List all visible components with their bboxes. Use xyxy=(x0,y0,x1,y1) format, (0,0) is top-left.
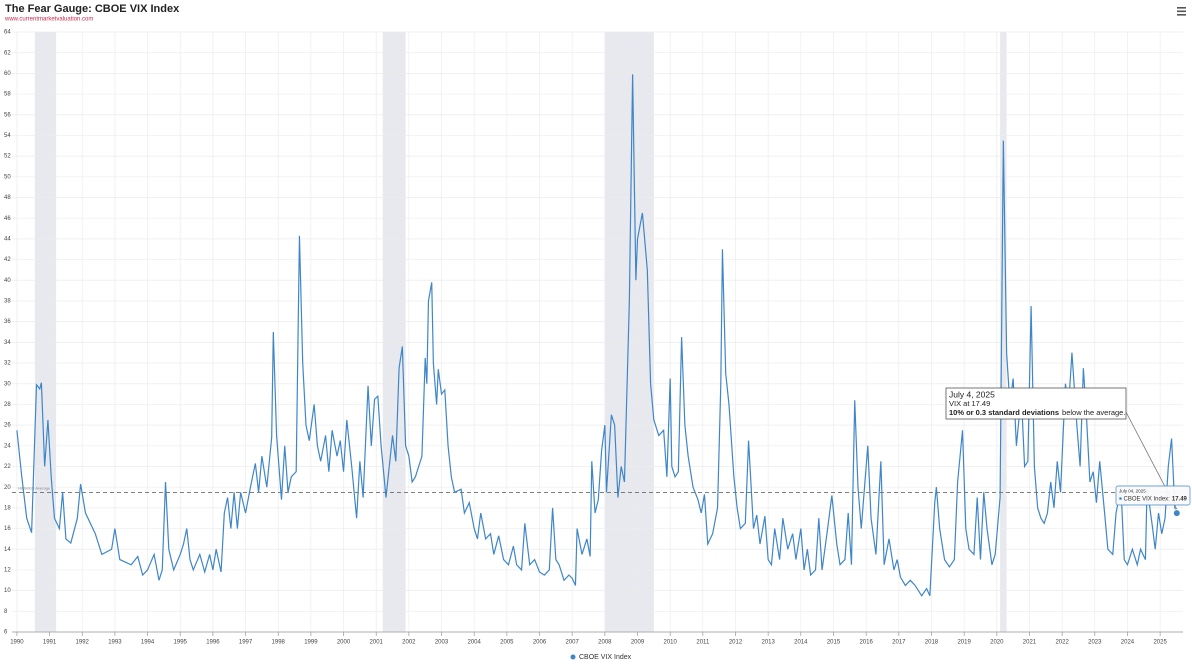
y-tick-label: 52 xyxy=(4,154,11,160)
recession-band xyxy=(382,32,406,632)
y-tick-label: 60 xyxy=(4,71,11,77)
tooltip-dot xyxy=(1119,497,1122,500)
x-tick-label: 2013 xyxy=(761,640,775,646)
annotation-box xyxy=(945,387,1127,420)
y-tick-label: 50 xyxy=(4,174,11,180)
x-tick-label: 2007 xyxy=(566,640,580,646)
x-tick-label: 2024 xyxy=(1121,640,1135,646)
y-tick-label: 26 xyxy=(4,423,11,429)
x-tick-label: 1999 xyxy=(304,640,318,646)
y-tick-label: 38 xyxy=(4,299,11,305)
x-tick-label: 1992 xyxy=(76,640,90,646)
y-tick-label: 16 xyxy=(4,526,11,532)
x-tick-label: 2002 xyxy=(402,640,416,646)
x-tick-label: 2016 xyxy=(859,640,873,646)
x-tick-label: 2015 xyxy=(827,640,841,646)
x-tick-label: 2012 xyxy=(729,640,743,646)
x-tick-label: 2019 xyxy=(957,640,971,646)
annotation-title: July 4, 2025 xyxy=(949,389,995,399)
y-tick-label: 22 xyxy=(4,464,11,470)
menu-icon[interactable] xyxy=(1177,7,1186,16)
y-tick-label: 14 xyxy=(4,547,11,553)
menu-bar xyxy=(1177,14,1186,16)
x-tick-label: 2005 xyxy=(500,640,514,646)
tooltip-label: CBOE VIX Index: xyxy=(1124,496,1171,502)
x-tick-label: 2004 xyxy=(468,640,482,646)
x-tick-label: 2023 xyxy=(1088,640,1102,646)
y-tick-label: 8 xyxy=(4,609,8,615)
annotation-text: 10% or 0.3 standard deviations below the … xyxy=(949,408,1125,417)
tooltip-date: July 04, 2025 xyxy=(1119,489,1146,494)
x-tick-label: 2021 xyxy=(1023,640,1037,646)
x-tick-label: 2022 xyxy=(1055,640,1069,646)
y-tick-label: 64 xyxy=(4,30,11,36)
x-tick-label: 1997 xyxy=(239,640,253,646)
y-tick-label: 34 xyxy=(4,340,11,346)
x-tick-label: 1998 xyxy=(272,640,286,646)
x-tick-label: 2011 xyxy=(696,640,710,646)
y-tick-label: 40 xyxy=(4,278,11,284)
y-tick-label: 30 xyxy=(4,381,11,387)
recession-band xyxy=(1000,32,1007,632)
y-tick-label: 28 xyxy=(4,402,11,408)
y-tick-label: 32 xyxy=(4,361,11,367)
x-tick-label: 1991 xyxy=(43,640,57,646)
average-label: Historical Average xyxy=(18,485,51,490)
y-tick-label: 24 xyxy=(4,443,11,449)
menu-bar xyxy=(1177,10,1186,13)
recession-band xyxy=(34,32,57,632)
chart-subtitle: www.currentmarketvaluation.com xyxy=(4,17,93,23)
y-tick-label: 10 xyxy=(4,588,11,594)
legend-marker xyxy=(570,654,576,660)
x-tick-label: 2017 xyxy=(892,640,906,646)
tooltip-text: CBOE VIX Index: 17.49 xyxy=(1124,496,1188,502)
tooltip-box xyxy=(1115,485,1191,506)
annotation-text: VIX at 17.49 xyxy=(949,399,990,408)
y-tick-label: 46 xyxy=(4,216,11,222)
y-tick-label: 20 xyxy=(4,485,11,491)
x-tick-label: 2003 xyxy=(435,640,449,646)
highlight-point xyxy=(1172,509,1181,518)
y-tick-label: 6 xyxy=(4,630,8,636)
y-tick-label: 56 xyxy=(4,112,11,118)
y-tick-label: 44 xyxy=(4,236,11,242)
y-tick-label: 42 xyxy=(4,257,11,263)
tooltip-value: 17.49 xyxy=(1172,496,1188,502)
menu-bar xyxy=(1177,7,1186,9)
y-tick-label: 54 xyxy=(4,133,11,139)
x-tick-label: 1994 xyxy=(141,640,155,646)
chart-title: The Fear Gauge: CBOE VIX Index xyxy=(5,3,180,15)
y-tick-label: 58 xyxy=(4,92,11,98)
recession-band xyxy=(604,32,654,632)
x-tick-label: 2009 xyxy=(631,640,645,646)
series-line xyxy=(16,74,1178,597)
y-tick-label: 12 xyxy=(4,568,11,574)
y-tick-label: 18 xyxy=(4,505,11,511)
legend-label[interactable]: CBOE VIX Index xyxy=(579,654,632,661)
x-tick-label: 2025 xyxy=(1153,640,1167,646)
x-tick-label: 2000 xyxy=(337,640,351,646)
annotation-rest: below the average. xyxy=(1062,408,1125,417)
y-tick-label: 62 xyxy=(4,50,11,56)
y-tick-label: 48 xyxy=(4,195,11,201)
x-tick-label: 2014 xyxy=(794,640,808,646)
x-tick-label: 1995 xyxy=(174,640,188,646)
annotation-bold: 10% or 0.3 standard deviations xyxy=(949,408,1059,417)
x-tick-label: 1996 xyxy=(206,640,220,646)
x-tick-label: 1993 xyxy=(108,640,122,646)
x-tick-label: 2020 xyxy=(990,640,1004,646)
y-tick-label: 36 xyxy=(4,319,11,325)
x-tick-label: 2018 xyxy=(925,640,939,646)
x-tick-label: 2006 xyxy=(533,640,547,646)
x-tick-label: 2008 xyxy=(598,640,612,646)
x-tick-label: 2001 xyxy=(370,640,384,646)
x-tick-label: 1990 xyxy=(10,640,24,646)
x-tick-label: 2010 xyxy=(663,640,677,646)
